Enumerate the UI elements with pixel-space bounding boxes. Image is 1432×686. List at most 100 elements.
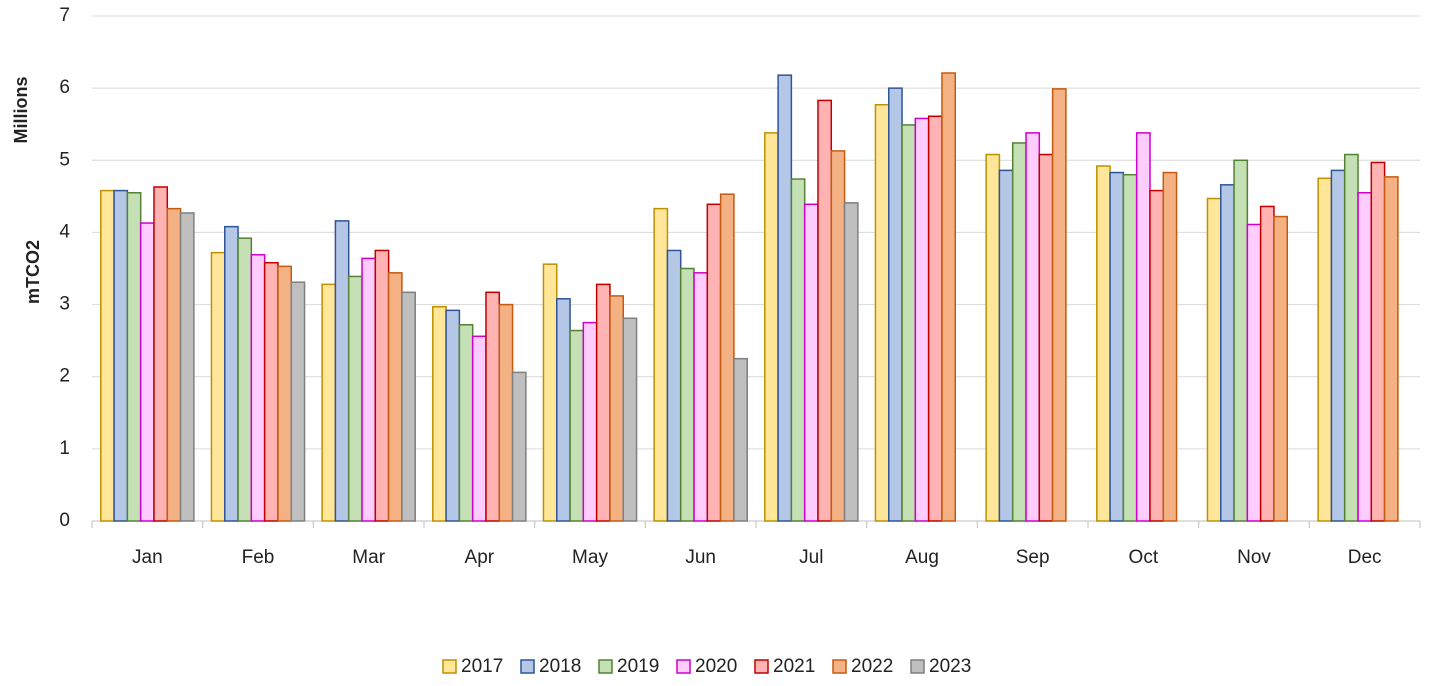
bar (914, 117, 930, 522)
legend-label: 2018 (539, 656, 581, 677)
bar (321, 283, 337, 522)
bar (250, 254, 266, 522)
legend-label: 2021 (773, 656, 815, 677)
bar (843, 202, 859, 522)
x-tick-label: Jan (132, 547, 163, 568)
bar (595, 283, 611, 522)
bar (1383, 176, 1399, 522)
bar (374, 249, 390, 522)
bar (224, 225, 239, 522)
bar (941, 72, 957, 522)
x-tick-label: Apr (465, 547, 495, 568)
y-tick-label: 5 (59, 149, 70, 170)
bar (582, 321, 598, 522)
y-tick-label: 4 (59, 221, 70, 242)
legend-swatch (754, 659, 769, 674)
bar (764, 132, 779, 522)
bar (803, 203, 819, 522)
bar (653, 207, 669, 522)
bar (1038, 153, 1054, 522)
bar (719, 193, 735, 522)
y-tick-label: 0 (59, 510, 70, 531)
bar (290, 281, 306, 522)
bar (830, 150, 846, 522)
bar (511, 371, 527, 522)
x-tick-label: Aug (905, 547, 939, 568)
bar (679, 267, 695, 522)
bar (1220, 184, 1235, 522)
legend-label: 2022 (851, 656, 893, 677)
bar (733, 357, 748, 522)
y-unit-label: Millions (11, 77, 31, 144)
bar (1051, 88, 1067, 522)
bar (888, 87, 903, 522)
bar (498, 303, 514, 522)
bar (985, 153, 1001, 522)
bar (1317, 177, 1333, 522)
bar (790, 178, 806, 522)
x-tick-label: Jul (799, 547, 823, 568)
bar (706, 203, 722, 522)
bar (1122, 173, 1138, 522)
bar (1330, 169, 1346, 522)
x-tick-label: Mar (352, 547, 385, 568)
bar (263, 261, 279, 522)
bar (569, 329, 585, 522)
bar (693, 272, 709, 522)
bar (387, 272, 403, 522)
bar (542, 263, 558, 522)
legend-label: 2017 (461, 656, 503, 677)
bar (1206, 197, 1222, 522)
bar (210, 251, 226, 522)
y-tick-label: 2 (59, 366, 70, 387)
bar (277, 265, 293, 522)
bar (777, 74, 793, 522)
x-tick-label: Nov (1237, 547, 1271, 568)
bar (361, 257, 377, 522)
legend-swatch (442, 659, 457, 674)
x-tick-label: Feb (242, 547, 275, 568)
bar (1233, 159, 1249, 522)
bar (817, 99, 833, 522)
legend-swatch (598, 659, 613, 674)
bar (998, 169, 1014, 522)
bar (237, 237, 253, 522)
legend-swatch (520, 659, 535, 674)
bar (1357, 192, 1373, 522)
bar (139, 222, 155, 522)
bar (1162, 171, 1178, 522)
bar (458, 324, 474, 522)
bar (1259, 205, 1275, 522)
legend-swatch (676, 659, 691, 674)
y-tick-label: 7 (59, 5, 70, 26)
bar (126, 192, 142, 522)
bar (1109, 171, 1125, 522)
bar (1343, 153, 1359, 522)
bar (556, 298, 571, 522)
x-tick-label: Dec (1348, 547, 1382, 568)
bar (1011, 142, 1027, 522)
bar (445, 309, 461, 522)
legend-label: 2020 (695, 656, 737, 677)
bar (401, 291, 416, 522)
bar (485, 291, 501, 522)
bar (100, 189, 115, 522)
bar (432, 305, 447, 522)
bar (609, 295, 625, 522)
legend-label: 2019 (617, 656, 659, 677)
bar (179, 212, 195, 522)
bar (1246, 223, 1262, 522)
y-tick-label: 3 (59, 294, 70, 315)
bar (347, 275, 363, 522)
bar (334, 220, 350, 522)
bar (471, 335, 487, 522)
bar (1273, 215, 1288, 522)
bar (1096, 165, 1111, 522)
legend-label: 2023 (929, 656, 971, 677)
bar (113, 189, 129, 522)
bar (1370, 161, 1386, 522)
bar (153, 186, 169, 522)
y-tick-label: 6 (59, 77, 70, 98)
y-axis-title: mTCO2 (23, 240, 43, 304)
